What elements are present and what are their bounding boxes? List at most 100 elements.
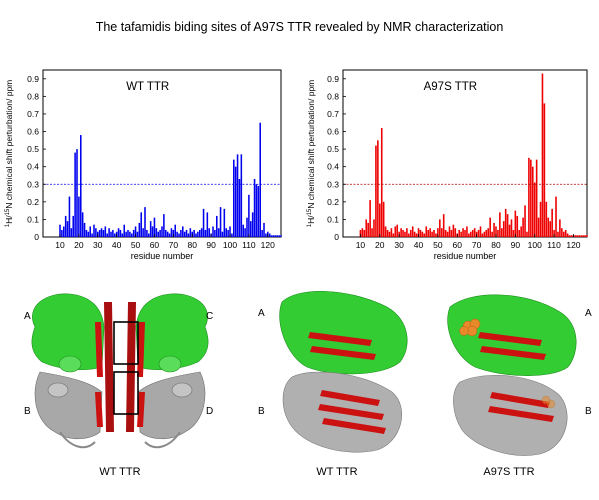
chart0-bar bbox=[63, 226, 65, 237]
chart0-bar bbox=[240, 154, 243, 237]
chart1-bar bbox=[402, 229, 404, 237]
chart1-bar bbox=[483, 231, 486, 237]
chart0-bar bbox=[195, 233, 197, 237]
chart1-ytick-label: 0 bbox=[334, 232, 339, 242]
chart1-bar bbox=[481, 233, 484, 237]
chart0-bar bbox=[83, 222, 86, 237]
chart1-bar bbox=[394, 226, 397, 237]
chart0-xlabel: residue number bbox=[131, 251, 194, 261]
chart0-xtick-label: 110 bbox=[242, 240, 256, 250]
chart1-bar bbox=[363, 229, 366, 237]
chart0-bar bbox=[248, 194, 250, 237]
chart1-bar bbox=[435, 233, 437, 237]
chart1-bar bbox=[361, 228, 364, 237]
chart0-bar bbox=[112, 229, 114, 237]
chart0-xtick-label: 20 bbox=[74, 240, 84, 250]
chart1-bar bbox=[493, 222, 495, 237]
chart0-ytick-label: 0.5 bbox=[27, 144, 39, 154]
chart0-bar bbox=[261, 229, 263, 237]
chart1-bar bbox=[415, 233, 418, 237]
chart0-bar bbox=[89, 226, 91, 237]
figure-title: The tafamidis biding sites of A97S TTR r… bbox=[95, 20, 504, 34]
chart1-bar bbox=[433, 229, 435, 237]
chart1-bar bbox=[419, 229, 422, 237]
chart0-bar bbox=[121, 233, 124, 237]
chart1-ytick-label: 0.7 bbox=[327, 109, 339, 119]
chart0-title: WT TTR bbox=[126, 81, 169, 93]
wt-ttr-csp-chart: 0 0.1 0.2 0.3 0.4 0.5 0.6 0.7 0.8 0.9 10 20 30 40 50 60… bbox=[4, 69, 282, 261]
chart1-bar bbox=[406, 228, 408, 237]
chart0-bar bbox=[253, 178, 256, 237]
chart0-bar bbox=[159, 229, 161, 237]
chart0-bar bbox=[176, 231, 178, 237]
chart1-bar bbox=[551, 208, 553, 237]
chart1-ytick-label: 0.6 bbox=[327, 127, 339, 137]
chart0-ytick-label: 0.1 bbox=[27, 214, 39, 224]
chart0-bar bbox=[146, 229, 148, 237]
chart0-bar bbox=[170, 228, 173, 237]
chart0-bar bbox=[234, 166, 237, 237]
chart0-ytick-label: 0.8 bbox=[27, 91, 39, 101]
chart1-bar bbox=[580, 235, 582, 237]
chart1-bar bbox=[446, 231, 449, 237]
chart0-xtick-label: 40 bbox=[112, 240, 122, 250]
chart0-bar bbox=[236, 154, 239, 237]
chart0-bar bbox=[114, 233, 116, 237]
chart1-xtick-label: 90 bbox=[511, 240, 521, 250]
chart0-bar bbox=[206, 212, 209, 237]
chart1-bar bbox=[384, 226, 387, 237]
chart0-bar bbox=[66, 221, 69, 237]
chart1-bar bbox=[510, 219, 513, 237]
subunit-label-a: A bbox=[24, 311, 31, 322]
chart1-bar bbox=[471, 229, 474, 237]
chart1-bar bbox=[576, 235, 579, 237]
chart1-bar bbox=[413, 231, 416, 237]
chart1-bar bbox=[562, 231, 565, 237]
chart0-bar bbox=[229, 226, 231, 237]
chart0-bar bbox=[183, 231, 186, 237]
caption-panel2: WT TTR bbox=[316, 466, 358, 478]
chart0-bar bbox=[102, 229, 105, 237]
chart0-bar bbox=[182, 226, 184, 237]
chart1-bar bbox=[586, 235, 588, 237]
chart1-bar bbox=[537, 217, 540, 237]
chart0-bar bbox=[151, 226, 154, 237]
chart0-bar bbox=[225, 228, 227, 237]
chart0-bar bbox=[74, 152, 76, 237]
chart0-bar bbox=[78, 196, 80, 237]
chart0-bar bbox=[219, 207, 222, 237]
chart1-bar bbox=[549, 221, 551, 237]
chart1-bar bbox=[450, 229, 453, 237]
chart0-bar bbox=[136, 231, 139, 237]
chart1-bar bbox=[404, 231, 406, 237]
chart1-bar bbox=[526, 231, 528, 237]
chart1-bar bbox=[466, 226, 468, 237]
chart0-bar bbox=[278, 235, 280, 237]
chart1-bar bbox=[377, 140, 379, 237]
wt-ttr-dimer-structure: A B bbox=[258, 291, 408, 453]
panel3-label-a: A bbox=[585, 308, 592, 319]
chart0-bar bbox=[265, 233, 267, 237]
chart1-bar bbox=[470, 231, 472, 237]
chart1-xlabel: residue number bbox=[434, 251, 497, 261]
chart0-bar bbox=[250, 221, 252, 237]
chart0-bar bbox=[149, 221, 152, 237]
chart1-bar bbox=[497, 229, 499, 237]
a97s-ttr-dimer-structure: A B bbox=[447, 294, 592, 456]
chart0-bar bbox=[108, 228, 110, 237]
chart0-bar bbox=[168, 233, 171, 237]
chart1-bar bbox=[409, 229, 412, 237]
a97s-ttr-csp-chart: 0 0.1 0.2 0.3 0.4 0.5 0.6 0.7 0.8 0.9 10 20 30 40 50 60… bbox=[306, 69, 588, 261]
chart1-xtick-label: 80 bbox=[491, 240, 501, 250]
chart0-bar bbox=[61, 229, 63, 237]
chart1-xtick-label: 10 bbox=[356, 240, 366, 250]
chart1-ytick-label: 0.3 bbox=[327, 179, 339, 189]
chart0-bar bbox=[68, 196, 71, 237]
chart1-bar bbox=[508, 224, 511, 237]
chart1-xtick-label: 60 bbox=[453, 240, 463, 250]
chart1-xtick-label: 70 bbox=[472, 240, 482, 250]
chart1-bar bbox=[477, 229, 480, 237]
chart1-ytick-label: 0.9 bbox=[327, 74, 339, 84]
subunit-label-c: C bbox=[206, 311, 213, 322]
chart0-bar bbox=[202, 208, 205, 237]
